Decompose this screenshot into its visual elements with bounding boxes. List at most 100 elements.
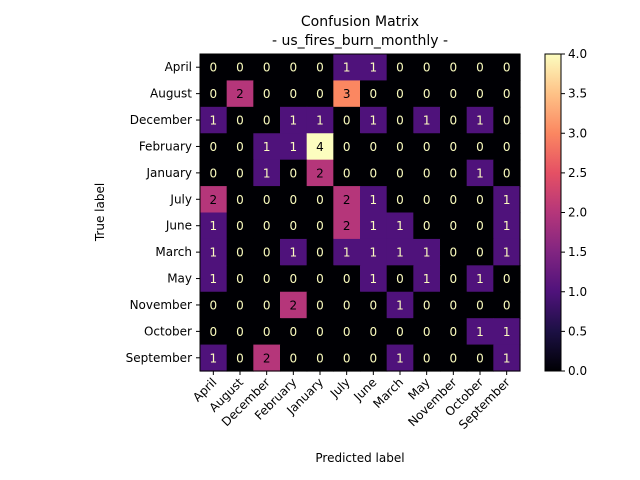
matrix-cell [200, 291, 228, 319]
matrix-cell [200, 212, 228, 240]
matrix-cell-value: 0 [450, 166, 458, 180]
matrix-cell [200, 186, 228, 214]
matrix-cell [466, 291, 494, 319]
matrix-cell-value: 0 [450, 325, 458, 339]
matrix-cell-value: 0 [263, 193, 271, 207]
matrix-cell-value: 0 [290, 351, 298, 365]
y-tick-label: January [146, 166, 193, 180]
matrix-cell-value: 0 [316, 325, 324, 339]
matrix-cell [413, 133, 441, 161]
matrix-cell-value: 1 [476, 166, 484, 180]
matrix-cell-value: 0 [236, 114, 244, 128]
matrix-cell [306, 54, 334, 82]
matrix-cell [386, 106, 414, 134]
matrix-cell-value: 1 [396, 246, 404, 260]
matrix-cell-value: 1 [503, 219, 511, 233]
matrix-cell-value: 0 [290, 61, 298, 75]
matrix-cell [226, 106, 254, 134]
matrix-cell [280, 106, 308, 134]
matrix-cell [386, 212, 414, 240]
matrix-cell [280, 265, 308, 293]
matrix-cell-value: 0 [476, 351, 484, 365]
y-axis-label: True label [93, 183, 107, 242]
matrix-cell-value: 0 [450, 61, 458, 75]
matrix-cell-value: 0 [450, 193, 458, 207]
matrix-cell [200, 265, 228, 293]
matrix-cell [333, 318, 361, 346]
matrix-cell-value: 0 [236, 140, 244, 154]
matrix-cell [280, 212, 308, 240]
matrix-cell [360, 265, 388, 293]
colorbar-ticks: 0.0 0.5 1.0 1.5 2.0 2.5 3.0 3.5 4.0 [561, 47, 587, 378]
matrix-cell-value: 1 [423, 246, 431, 260]
matrix-cell [413, 159, 441, 187]
matrix-cell [333, 159, 361, 187]
matrix-cell [440, 80, 468, 108]
matrix-cell-value: 0 [503, 61, 511, 75]
matrix-cell [466, 54, 494, 82]
matrix-cell-value: 1 [370, 246, 378, 260]
matrix-cell-value: 0 [316, 61, 324, 75]
matrix-cell-value: 1 [476, 325, 484, 339]
matrix-cell [413, 186, 441, 214]
matrix-cell-value: 0 [290, 325, 298, 339]
matrix-cell-value: 0 [263, 325, 271, 339]
matrix-cell [360, 291, 388, 319]
matrix-cell [440, 212, 468, 240]
matrix-cell [493, 344, 521, 372]
matrix-cell-value: 0 [476, 193, 484, 207]
matrix-cell [200, 344, 228, 372]
matrix-cell-value: 0 [343, 140, 351, 154]
matrix-cell-value: 2 [236, 87, 244, 101]
matrix-cell-value: 0 [343, 325, 351, 339]
matrix-cell [413, 291, 441, 319]
matrix-cell [466, 133, 494, 161]
matrix-cell [493, 291, 521, 319]
matrix-cell-value: 0 [396, 193, 404, 207]
matrix-cell [306, 265, 334, 293]
matrix-cell [440, 344, 468, 372]
matrix-cells [200, 54, 521, 372]
matrix-cell-value: 1 [503, 246, 511, 260]
matrix-cell-value: 0 [210, 61, 218, 75]
y-tick-label: May [167, 272, 192, 286]
matrix-cell-value: 0 [423, 166, 431, 180]
matrix-cell-value: 4 [316, 140, 324, 154]
matrix-cell-value: 0 [210, 325, 218, 339]
matrix-cell [200, 80, 228, 108]
matrix-cell [440, 291, 468, 319]
matrix-cell-value: 0 [396, 61, 404, 75]
matrix-cell [306, 291, 334, 319]
matrix-cell [493, 212, 521, 240]
matrix-cell [306, 106, 334, 134]
matrix-cell [333, 238, 361, 266]
matrix-cell [333, 265, 361, 293]
matrix-cell-value: 1 [316, 114, 324, 128]
matrix-cell [413, 54, 441, 82]
matrix-cell [466, 238, 494, 266]
matrix-cell [360, 54, 388, 82]
matrix-cell [253, 291, 281, 319]
matrix-cell-value: 2 [343, 193, 351, 207]
matrix-cell-value: 1 [210, 219, 218, 233]
matrix-cell [466, 318, 494, 346]
matrix-cell-value: 1 [503, 325, 511, 339]
matrix-cell-value: 1 [343, 246, 351, 260]
matrix-cell-value: 0 [450, 140, 458, 154]
matrix-cell-value: 1 [503, 351, 511, 365]
matrix-cell [413, 106, 441, 134]
matrix-cell [413, 80, 441, 108]
matrix-cell-value: 0 [503, 114, 511, 128]
matrix-cell-value: 0 [210, 87, 218, 101]
matrix-cell [333, 212, 361, 240]
y-tick-label: June [165, 219, 192, 233]
matrix-cell [386, 318, 414, 346]
matrix-cell [226, 344, 254, 372]
matrix-cell-value: 0 [210, 140, 218, 154]
matrix-cell [360, 159, 388, 187]
matrix-cell-value: 1 [423, 114, 431, 128]
matrix-cell-value: 0 [450, 298, 458, 312]
matrix-cell [386, 54, 414, 82]
matrix-cell-value: 0 [370, 166, 378, 180]
matrix-cell [440, 265, 468, 293]
